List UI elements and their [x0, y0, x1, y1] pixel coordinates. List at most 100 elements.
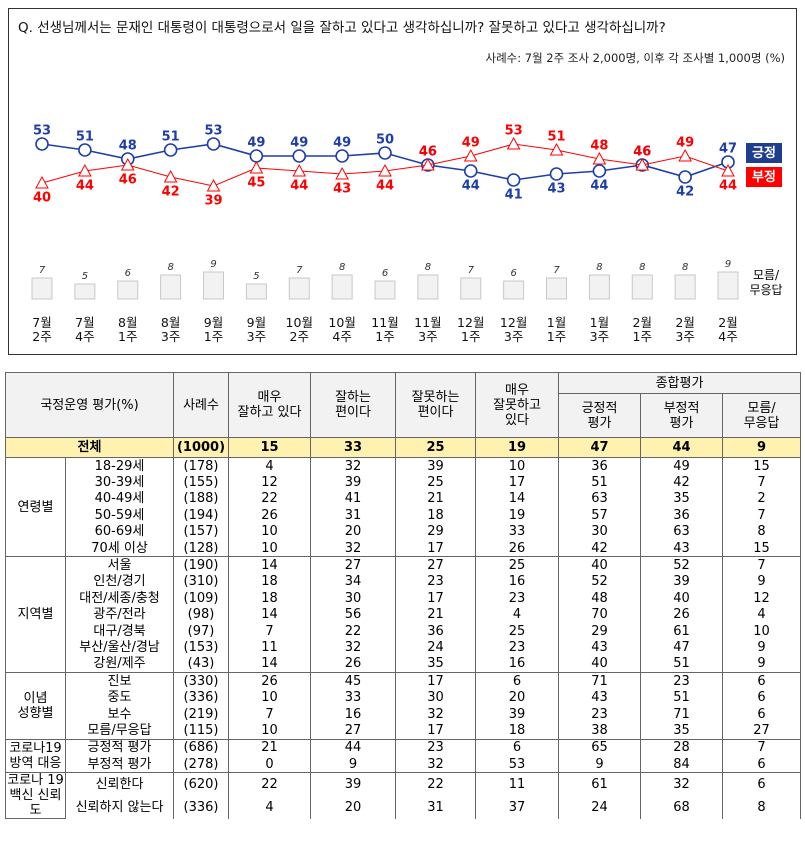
point-marker: [163, 143, 178, 157]
cell: 14: [228, 655, 312, 673]
data-label: 43: [333, 182, 351, 197]
data-label: 7: [296, 265, 303, 276]
cell: (155): [173, 474, 230, 491]
cell: 0: [228, 756, 312, 773]
cell: 71: [640, 705, 724, 723]
point-marker: [378, 146, 392, 160]
cell: 23: [395, 738, 477, 757]
legend-swatch: [746, 143, 782, 163]
cell: 22: [395, 772, 477, 797]
data-row: 중도 (336) 10 33 30 20 43 51 6: [6, 689, 802, 706]
cell: (219): [173, 705, 230, 723]
x-tick-label: 11월 3주: [414, 315, 442, 344]
cell: 24: [558, 796, 642, 819]
cell: 27: [395, 556, 477, 574]
data-label: 45: [247, 176, 265, 191]
column-header: 잘하는 편이다: [310, 372, 397, 438]
results-table: 국정운영 평가(%) 사례수 매우 잘하고 있다 잘하는 편이다 잘못하는 편이다 매우 …: [4, 372, 802, 820]
point-marker: [249, 160, 264, 174]
cell: 30: [558, 523, 642, 540]
cell: 32: [395, 705, 477, 723]
cell: 18: [228, 573, 312, 591]
cell: 25: [475, 622, 560, 640]
cell: 16: [475, 573, 560, 591]
cell: (115): [173, 722, 230, 740]
point-marker: [163, 169, 178, 183]
column-group-header: 종합평가: [558, 372, 802, 394]
point-marker: [592, 151, 607, 165]
data-label: 53: [204, 124, 222, 139]
cell: 36: [558, 457, 642, 475]
cell: 30: [310, 590, 397, 607]
cell: (153): [173, 639, 230, 656]
cell: 26: [640, 606, 724, 623]
cell: (97): [173, 622, 230, 640]
cell: (128): [173, 539, 230, 557]
point-marker: [335, 166, 349, 180]
cell: 42: [558, 539, 642, 557]
row-label: 40-49세: [64, 490, 175, 508]
group-label: 이념 성향별: [5, 672, 66, 740]
data-label: 5: [82, 271, 88, 282]
data-label: 9: [725, 259, 731, 270]
data-row: 강원/제주 (43) 14 26 35 16 40 51 9: [6, 655, 802, 673]
data-label: 40: [33, 191, 51, 206]
cell: 15: [722, 539, 802, 557]
column-header: 국정운영 평가(%): [4, 372, 175, 438]
cell: (98): [173, 606, 230, 623]
cell: (178): [173, 457, 230, 475]
cell: 14: [475, 490, 560, 508]
x-tick-label: 9월 3주: [246, 315, 267, 344]
point-marker: [549, 142, 564, 156]
cell: 4: [722, 606, 802, 623]
legend-swatch: [746, 167, 782, 187]
bar: [288, 277, 310, 300]
cell: 26: [228, 672, 312, 690]
data-row: 연령별 18-29세 (178) 4 32 39 10 36 49 15: [5, 456, 802, 558]
cell: 17: [395, 672, 477, 690]
cell: 6: [722, 756, 802, 773]
data-row: 대전/세종/충청 (109) 18 30 17 23 48 40 12: [6, 590, 802, 607]
data-label: 8: [167, 262, 173, 273]
cell: 29: [558, 622, 642, 640]
data-label: 47: [719, 142, 737, 157]
cell: 61: [640, 622, 724, 640]
cell: 32: [640, 772, 724, 797]
column-header: 부정적 평가: [640, 393, 724, 438]
data-row: 광주/전라 (98) 14 56 21 4 70 26 4: [6, 606, 802, 623]
data-row: 이념 성향별 진보 (330) 26 45 17 6 71 23 6: [5, 672, 802, 740]
cell: (157): [173, 523, 230, 540]
cell: 7: [228, 705, 312, 723]
cell: 10: [228, 523, 312, 540]
cell: 27: [310, 722, 397, 740]
cell: 9: [310, 756, 397, 773]
cell: 39: [395, 457, 477, 475]
row-label: 긍정적 평가: [64, 738, 175, 757]
cell: 53: [475, 756, 560, 773]
cell: (188): [173, 490, 230, 508]
point-marker: [463, 164, 478, 178]
cell: 31: [310, 507, 397, 524]
cell: 9: [722, 437, 802, 458]
cell: 23: [475, 590, 560, 607]
cell: 7: [722, 556, 802, 574]
row-label: 모름/무응답: [64, 722, 175, 740]
cell: 33: [475, 523, 560, 540]
cell: 43: [640, 539, 724, 557]
point-marker: [421, 157, 435, 171]
cell: 17: [395, 539, 477, 557]
data-label: 46: [419, 145, 437, 160]
chart-frame: [8, 8, 797, 355]
cell: 57: [558, 507, 642, 524]
cell: 52: [640, 556, 724, 574]
data-label: 48: [590, 139, 608, 154]
row-label: 60-69세: [64, 523, 175, 540]
data-row: 신뢰하지 않는다 (336) 4 20 31 37 24 68 8: [6, 796, 802, 819]
cell: 25: [475, 556, 560, 574]
cell: 43: [558, 639, 642, 656]
cell: 56: [310, 606, 397, 623]
data-row: 부산/울산/경남 (153) 11 32 24 23 43 47 9: [6, 639, 802, 656]
cell: (620): [173, 772, 230, 797]
cell: 42: [640, 474, 724, 491]
point-marker: [292, 149, 307, 163]
